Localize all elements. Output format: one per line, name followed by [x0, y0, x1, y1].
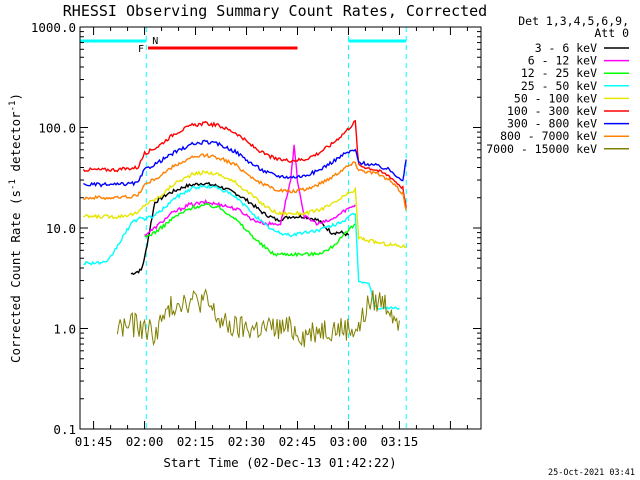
- series-line-9: [116, 288, 400, 348]
- x-tick-label: 02:00: [126, 434, 164, 449]
- plot-frame: [79, 26, 482, 430]
- timestamp: 25-Oct-2021 03:41: [548, 468, 635, 478]
- y-tick-label: 10.0: [46, 221, 76, 236]
- y-tick-label: 100.0: [38, 121, 76, 136]
- x-axis: 01:45 02:00 02:15 02:30 02:45 03:00 03:15: [75, 27, 468, 449]
- x-axis-label: Start Time (02-Dec-13 01:42:22): [163, 455, 396, 470]
- x-tick-label: 02:30: [228, 434, 266, 449]
- series-line-5: [83, 169, 407, 249]
- series-line-2: [144, 144, 356, 237]
- y-tick-label: 0.1: [53, 422, 76, 437]
- legend-header-attenuator: Att 0: [594, 26, 629, 40]
- y-axis-label: Corrected Count Rate (s-1 detector-1): [8, 93, 23, 363]
- flag-bars: FN: [80, 36, 407, 55]
- x-tick-label: 03:00: [330, 434, 368, 449]
- flare-flag-label: F: [138, 44, 144, 55]
- series-line-8: [83, 152, 407, 211]
- x-tick-label: 01:45: [75, 434, 113, 449]
- x-tick-label: 03:15: [381, 434, 419, 449]
- y-tick-label: 1000.0: [31, 20, 76, 35]
- series-line-4: [83, 183, 400, 312]
- y-axis: 1000.0 100.0 10.0 1.0 0.1: [31, 20, 481, 437]
- legend-label-7: 300 - 800 keV: [507, 117, 597, 131]
- legend-label-6: 100 - 300 keV: [507, 104, 597, 118]
- x-tick-label: 02:15: [177, 434, 215, 449]
- series-line-1: [130, 181, 350, 276]
- series-line-3: [144, 202, 356, 258]
- legend-label-2: 6 - 12 keV: [528, 54, 597, 68]
- chart-title: RHESSI Observing Summary Count Rates, Co…: [63, 2, 487, 20]
- legend-label-1: 3 - 6 keV: [535, 41, 597, 55]
- legend-label-8: 800 - 7000 keV: [500, 129, 597, 143]
- legend-label-3: 12 - 25 keV: [521, 66, 597, 80]
- x-tick-label: 02:45: [279, 434, 317, 449]
- legend-label-4: 25 - 50 keV: [521, 79, 597, 93]
- legend-label-5: 50 - 100 keV: [514, 91, 597, 105]
- y-tick-label: 1.0: [53, 322, 76, 337]
- legend-header-detectors: Det 1,3,4,5,6,9,: [518, 14, 629, 28]
- legend-label-9: 7000 - 15000 keV: [486, 142, 597, 156]
- series-line-6: [82, 119, 407, 208]
- night-flag-label: N: [152, 36, 158, 47]
- data-series: [82, 119, 407, 348]
- series-line-7: [83, 139, 407, 188]
